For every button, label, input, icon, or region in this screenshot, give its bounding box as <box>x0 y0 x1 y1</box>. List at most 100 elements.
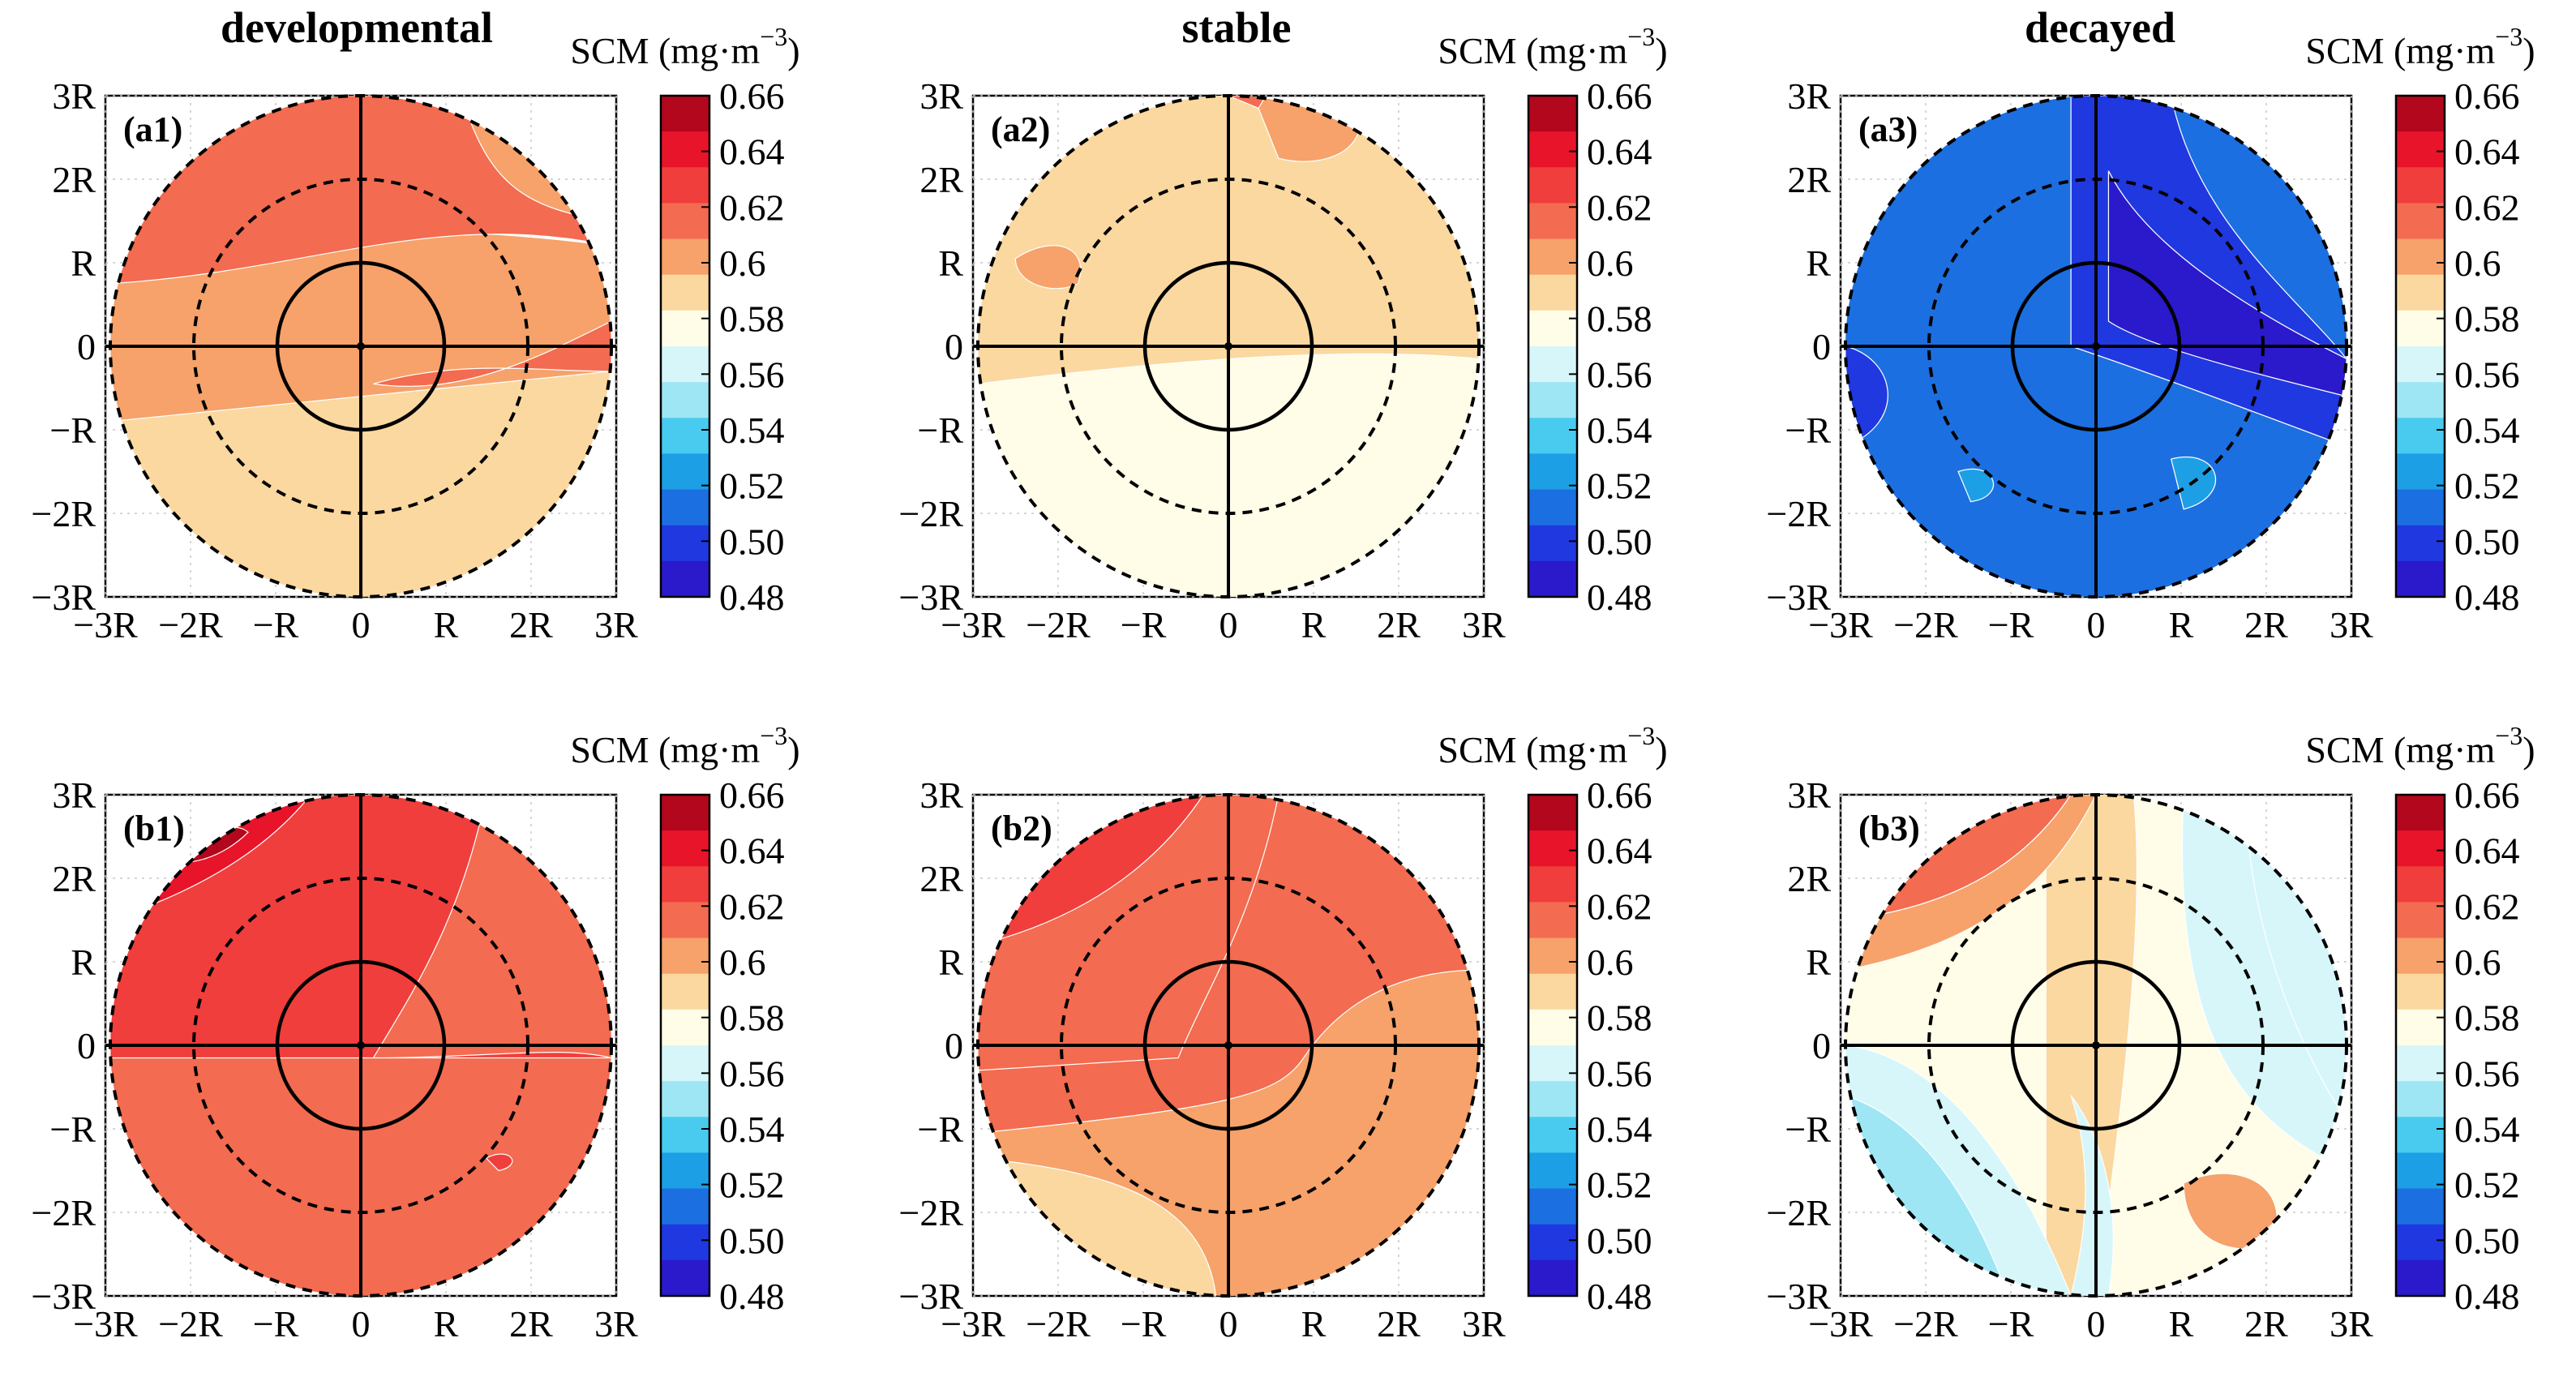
colorbar-tick-label: 0.66 <box>719 774 785 816</box>
colorbar-segment <box>661 973 709 1010</box>
colorbar-title: SCM (mg·m−3) <box>570 22 799 71</box>
y-tick-label: 3R <box>919 774 963 816</box>
x-tick-label: −2R <box>158 604 223 646</box>
inner-circle-R <box>2010 260 2182 432</box>
colorbar-segment <box>2396 1117 2445 1153</box>
colorbar-tick-label: 0.56 <box>2454 1053 2520 1094</box>
colorbar-segment <box>1528 830 1577 867</box>
colorbar-tick-label: 0.64 <box>1587 830 1652 872</box>
colorbar-segment <box>1528 489 1577 526</box>
colorbar-segment <box>1528 96 1577 132</box>
x-tick-label: 0 <box>2087 1303 2106 1345</box>
colorbar-segment <box>2396 382 2445 418</box>
colorbar-tick-label: 0.62 <box>719 886 785 927</box>
colorbar-segment <box>661 1188 709 1225</box>
x-tick-label: R <box>2169 1303 2194 1345</box>
colorbar-tick-label: 0.56 <box>1587 1053 1652 1094</box>
colorbar-segment <box>1528 560 1577 598</box>
y-tick-label: 3R <box>52 774 96 816</box>
colorbar-tick-label: 0.50 <box>1587 521 1652 562</box>
colorbar-tick-label: 0.66 <box>2454 774 2520 816</box>
colorbar-segment <box>1528 866 1577 903</box>
colorbar-segment <box>2396 1009 2445 1046</box>
colorbar-tick-label: 0.58 <box>719 997 785 1039</box>
colorbar-tick-label: 0.54 <box>1587 1109 1652 1150</box>
colorbar-tick-label: 0.64 <box>1587 131 1652 173</box>
y-tick-label: 3R <box>919 75 963 117</box>
contour-region <box>485 1153 513 1172</box>
colorbar-segment <box>661 382 709 418</box>
contour-region <box>2107 170 2347 397</box>
colorbar-tick-label: 0.54 <box>719 1109 785 1150</box>
panel-label: (b2) <box>991 809 1052 848</box>
colorbar-segment <box>1528 1081 1577 1117</box>
panel-b2: (b2) −3R −2R −R 0 R 2R 3R 3R 2R R 0 −R −2R −3R 0.66 0.64… <box>898 721 1667 1345</box>
outer-circle-3R <box>1844 94 2348 598</box>
colorbar-segment <box>2396 453 2445 491</box>
x-tick-label: −3R <box>941 1303 1005 1345</box>
colorbar-segment <box>661 418 709 454</box>
middle-circle-2R <box>192 877 529 1214</box>
colorbar-segment <box>2396 274 2445 311</box>
column-title: decayed <box>2025 3 2175 52</box>
y-tick-label: 0 <box>1812 326 1831 367</box>
y-tick-label: R <box>71 242 96 284</box>
x-tick-label: 2R <box>2244 604 2288 646</box>
colorbar-tick-label: 0.58 <box>2454 997 2520 1039</box>
y-tick-label: R <box>938 242 963 284</box>
colorbar: 0.66 0.64 0.62 0.6 0.58 0.56 0.54 0.52 0.50 0.48 S… <box>1438 22 1667 618</box>
y-tick-label: 3R <box>1787 774 1831 816</box>
colorbar-title: SCM (mg·m−3) <box>2305 22 2535 71</box>
colorbar-title: SCM (mg·m−3) <box>1438 22 1667 71</box>
center-dot <box>357 1041 365 1049</box>
panel-b1: (b1) −3R −2R −R 0 R 2R 3R 3R 2R R 0 −R −2R −3R 0.66 0.64… <box>31 721 799 1345</box>
colorbar-tick-label: 0.58 <box>2454 298 2520 340</box>
y-tick-label: −R <box>49 410 96 451</box>
colorbar-segment <box>1528 346 1577 383</box>
x-tick-label: 0 <box>1219 1303 1238 1345</box>
y-tick-label: −3R <box>898 577 963 618</box>
colorbar-tick-label: 0.50 <box>719 1220 785 1261</box>
inner-circle-R <box>1142 260 1314 432</box>
colorbar-tick-label: 0.48 <box>2454 1276 2520 1317</box>
y-tick-label: R <box>71 942 96 983</box>
center-dot <box>2092 342 2100 350</box>
y-tick-label: 2R <box>52 159 96 200</box>
x-tick-label: 2R <box>1377 1303 1421 1345</box>
contour-region <box>1014 245 1082 290</box>
x-tick-label: 3R <box>2330 1303 2373 1345</box>
colorbar-frame <box>659 94 711 598</box>
x-tick-label: 3R <box>594 604 638 646</box>
colorbar-segment <box>2396 346 2445 383</box>
colorbar-segment <box>661 96 709 132</box>
colorbar-segment <box>661 1009 709 1046</box>
colorbar-segment <box>2396 489 2445 526</box>
x-tick-label: 2R <box>509 1303 553 1345</box>
middle-circle-2R <box>1060 877 1397 1214</box>
y-tick-label: 0 <box>1812 1025 1831 1066</box>
y-tick-label: −R <box>1785 1109 1831 1150</box>
colorbar-segment <box>1528 131 1577 168</box>
contour-region <box>373 320 611 387</box>
colorbar-tick-label: 0.58 <box>1587 997 1652 1039</box>
colorbar-segment <box>2396 310 2445 347</box>
colorbar-tick-label: 0.62 <box>719 187 785 228</box>
x-tick-label: 0 <box>1219 604 1238 646</box>
y-tick-label: −2R <box>898 493 963 534</box>
x-tick-label: 3R <box>594 1303 638 1345</box>
colorbar-segment <box>661 1224 709 1261</box>
y-tick-label: −3R <box>31 1276 96 1317</box>
colorbar-tick-label: 0.66 <box>1587 75 1652 117</box>
colorbar-segment <box>2396 238 2445 276</box>
colorbar-tick-label: 0.48 <box>719 577 785 618</box>
panel-b3: (b3) −3R −2R −R 0 R 2R 3R 3R 2R R 0 −R −2R −3R 0.66 0.64… <box>1766 721 2535 1345</box>
colorbar-tick-label: 0.64 <box>2454 830 2520 872</box>
colorbar-tick-label: 0.64 <box>719 830 785 872</box>
colorbar-tick-label: 0.66 <box>719 75 785 117</box>
colorbar-tick-label: 0.52 <box>1587 465 1652 507</box>
middle-circle-2R <box>1060 178 1397 515</box>
colorbar: 0.66 0.64 0.62 0.6 0.58 0.56 0.54 0.52 0.50 0.48 S… <box>2305 22 2535 618</box>
outer-circle-3R <box>109 793 613 1298</box>
panel-label: (a1) <box>123 109 182 149</box>
colorbar-frame <box>2394 793 2446 1298</box>
